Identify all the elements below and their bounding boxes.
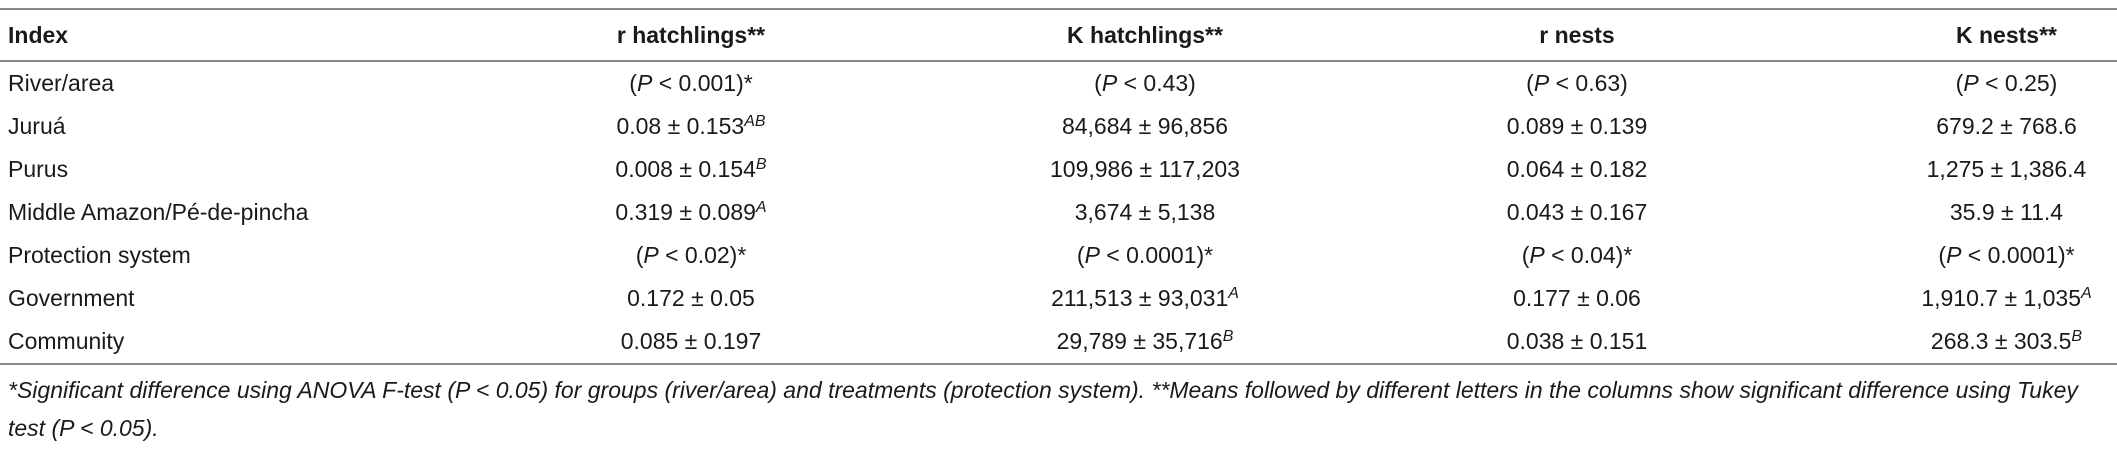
cell-value: 211,513 ± 93,031	[1051, 285, 1229, 311]
table-cell: 0.085 ± 0.197	[620, 328, 762, 354]
row-label: Juruá	[8, 113, 66, 139]
cell-text: (	[1955, 70, 1964, 96]
table-cell: 0.064 ± 0.182	[1506, 156, 1648, 182]
table-cell: (P < 0.63)	[1348, 61, 1806, 105]
table-cell: (P < 0.04)*	[1348, 234, 1806, 277]
cell-text: (	[1526, 70, 1534, 96]
cell-text: < 0.0001)*	[1961, 242, 2075, 268]
table-cell: (P < 0.43)	[942, 61, 1348, 105]
cell-text: < 0.04)*	[1544, 242, 1633, 268]
cell-value: 0.08 ± 0.153	[616, 113, 745, 139]
column-header: r nests	[1539, 21, 1615, 48]
cell-text: < 0.001)*	[652, 70, 753, 96]
cell-italic: P	[1963, 70, 1979, 96]
row-label: Government	[8, 285, 135, 311]
cell-text: (	[629, 70, 637, 96]
table-cell: 0.008 ± 0.154B	[440, 148, 942, 191]
cell-text: < 0.25)	[1978, 70, 2058, 96]
table-row: Juruá 0.08 ± 0.153AB 84,684 ± 96,856 0.089 …	[0, 105, 2117, 148]
cell-value: 29,789 ± 35,716	[1056, 328, 1223, 354]
data-table: Index r hatchlings** K hatchlings** r nests…	[0, 8, 2117, 365]
cell-italic: P	[643, 242, 659, 268]
footnote: *Significant difference using ANOVA F-te…	[8, 377, 2078, 441]
table-cell: 679.2 ± 768.6	[1936, 113, 2077, 139]
cell-text: < 0.0001)*	[1099, 242, 1214, 268]
cell-text: < 0.43)	[1117, 70, 1196, 96]
table-row: Protection system (P < 0.02)* (P < 0.0001)…	[0, 234, 2117, 277]
cell-superscript: AB	[744, 113, 766, 130]
cell-superscript: A	[755, 199, 767, 216]
cell-italic: P	[1101, 70, 1118, 96]
table-cell: 211,513 ± 93,031A	[942, 277, 1348, 320]
cell-superscript: A	[2081, 285, 2092, 302]
table-header: Index r hatchlings** K hatchlings** r nests…	[0, 9, 2117, 61]
column-header: r hatchlings**	[616, 21, 766, 48]
table-cell: (P < 0.001)*	[440, 61, 942, 105]
cell-text: < 0.02)*	[658, 242, 747, 268]
table-cell: 0.172 ± 0.05	[627, 285, 755, 311]
cell-value: 0.008 ± 0.154	[615, 156, 756, 182]
table-cell: 1,910.7 ± 1,035A	[1806, 277, 2117, 320]
table-cell: (P < 0.0001)*	[1806, 234, 2117, 277]
cell-italic: P	[1946, 242, 1962, 268]
table-row: Purus 0.008 ± 0.154B 109,986 ± 117,203 0.06…	[0, 148, 2117, 191]
column-header: K hatchlings**	[1067, 21, 1223, 48]
table-row: River/area (P < 0.001)* (P < 0.43) (P < 0.6…	[0, 61, 2117, 105]
table-cell: 268.3 ± 303.5B	[1806, 320, 2117, 364]
cell-italic: P	[636, 70, 653, 96]
cell-italic: P	[1533, 70, 1550, 96]
cell-text: (	[1076, 242, 1085, 268]
row-label: Purus	[8, 156, 69, 182]
cell-text: (	[1938, 242, 1947, 268]
cell-superscript: B	[2071, 328, 2083, 345]
row-label: River/area	[8, 70, 115, 96]
row-label: Protection system	[8, 242, 191, 268]
cell-superscript: A	[1228, 285, 1239, 302]
table-cell: 3,674 ± 5,138	[1074, 199, 1216, 225]
table-cell: 29,789 ± 35,716B	[942, 320, 1348, 364]
cell-value: 0.319 ± 0.089	[615, 199, 756, 225]
table-cell: 0.038 ± 0.151	[1506, 328, 1648, 354]
cell-superscript: B	[1222, 328, 1234, 345]
row-label: Middle Amazon/Pé-de-pincha	[8, 199, 309, 225]
cell-text: (	[1094, 70, 1102, 96]
cell-superscript: B	[755, 156, 767, 173]
table-cell: 84,684 ± 96,856	[1061, 113, 1229, 139]
cell-text: < 0.63)	[1549, 70, 1628, 96]
table-block: Index r hatchlings** K hatchlings** r nests…	[0, 8, 2117, 441]
table-cell: 35.9 ± 11.4	[1949, 199, 2064, 225]
table-cell: 0.089 ± 0.139	[1506, 113, 1648, 139]
cell-italic: P	[1084, 242, 1100, 268]
table-cell: 0.319 ± 0.089A	[440, 191, 942, 234]
table-cell: 0.177 ± 0.06	[1513, 285, 1641, 311]
table-cell: 0.043 ± 0.167	[1506, 199, 1648, 225]
table-body: River/area (P < 0.001)* (P < 0.43) (P < 0.6…	[0, 61, 2117, 364]
column-header: K nests**	[1956, 21, 2057, 48]
table-row: Government 0.172 ± 0.05 211,513 ± 93,031A 0…	[0, 277, 2117, 320]
table-row: Community 0.085 ± 0.197 29,789 ± 35,716B 0.…	[0, 320, 2117, 364]
table-cell: 109,986 ± 117,203	[1050, 156, 1240, 182]
table-cell: (P < 0.02)*	[440, 234, 942, 277]
cell-italic: P	[1529, 242, 1545, 268]
header-row: Index r hatchlings** K hatchlings** r nests…	[0, 9, 2117, 61]
column-header: Index	[8, 21, 69, 48]
table-row: Middle Amazon/Pé-de-pincha 0.319 ± 0.089A…	[0, 191, 2117, 234]
table-cell: (P < 0.25)	[1806, 61, 2117, 105]
cell-text: (	[1521, 242, 1530, 268]
table-cell: 0.08 ± 0.153AB	[440, 105, 942, 148]
cell-value: 268.3 ± 303.5	[1930, 328, 2072, 354]
cell-text: (	[635, 242, 644, 268]
table-cell: (P < 0.0001)*	[942, 234, 1348, 277]
row-label: Community	[8, 328, 125, 354]
cell-value: 1,910.7 ± 1,035	[1921, 285, 2082, 311]
table-cell: 1,275 ± 1,386.4	[1926, 156, 2087, 182]
